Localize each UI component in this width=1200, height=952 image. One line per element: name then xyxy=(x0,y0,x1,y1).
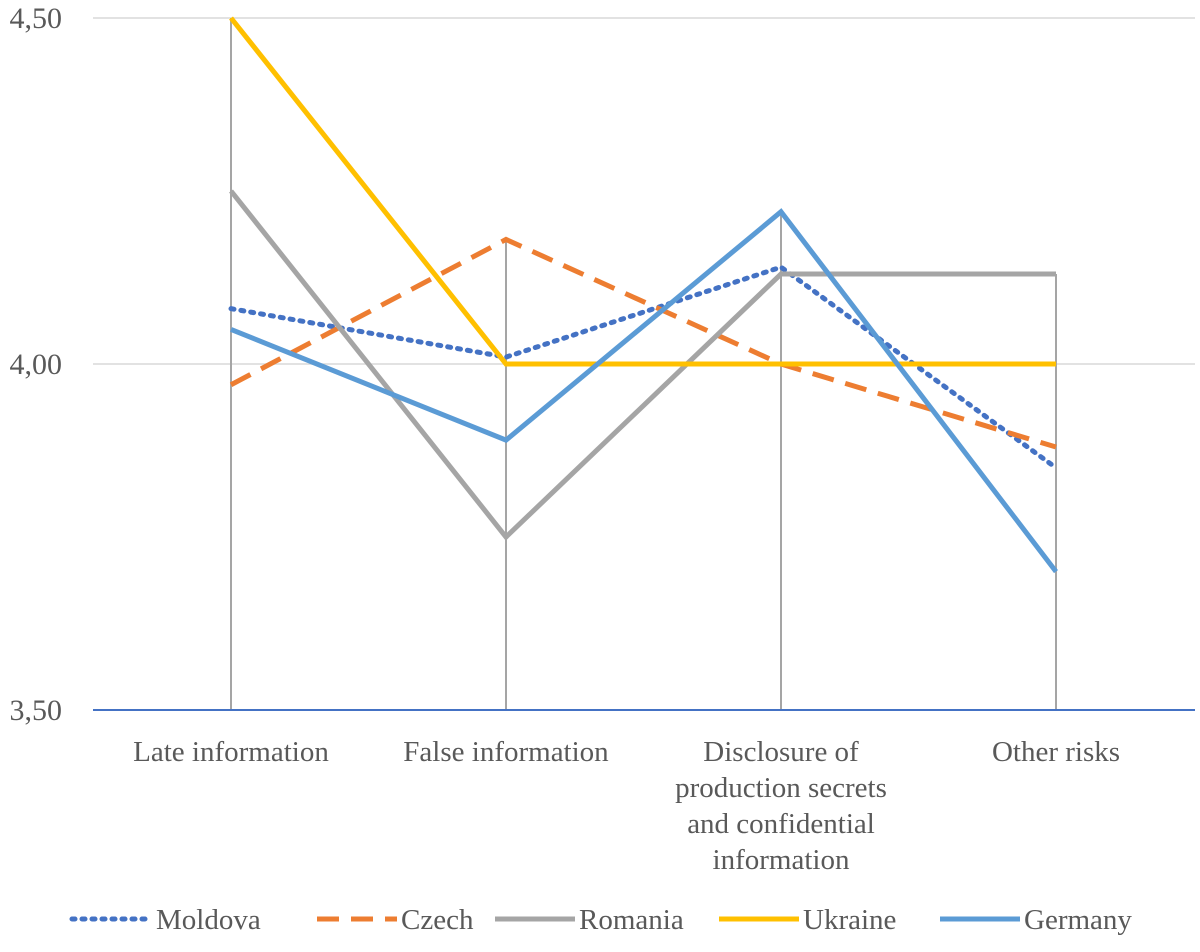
legend-label-germany: Germany xyxy=(1024,904,1132,936)
legend-label-moldova: Moldova xyxy=(156,904,261,936)
series-line-germany xyxy=(231,212,1056,572)
x-category-label: information xyxy=(713,844,850,876)
x-category-label: Other risks xyxy=(992,736,1120,768)
x-category-label: Late information xyxy=(133,736,329,768)
x-category-label: False information xyxy=(403,736,609,768)
x-category-label: production secrets xyxy=(675,772,887,804)
legend-label-romania: Romania xyxy=(579,904,684,936)
x-category-label: and confidential xyxy=(687,808,875,840)
y-tick-label: 4,00 xyxy=(10,348,63,381)
series-lines xyxy=(231,18,1056,572)
legend-label-czech: Czech xyxy=(401,904,474,936)
legend: Moldova Czech Romania Ukraine Germany xyxy=(72,904,1132,936)
series-line-moldova xyxy=(231,267,1056,468)
legend-label-ukraine: Ukraine xyxy=(803,904,896,936)
y-tick-label: 3,50 xyxy=(10,694,63,727)
y-tick-label: 4,50 xyxy=(10,2,63,35)
x-category-label: Disclosure of xyxy=(703,736,859,768)
